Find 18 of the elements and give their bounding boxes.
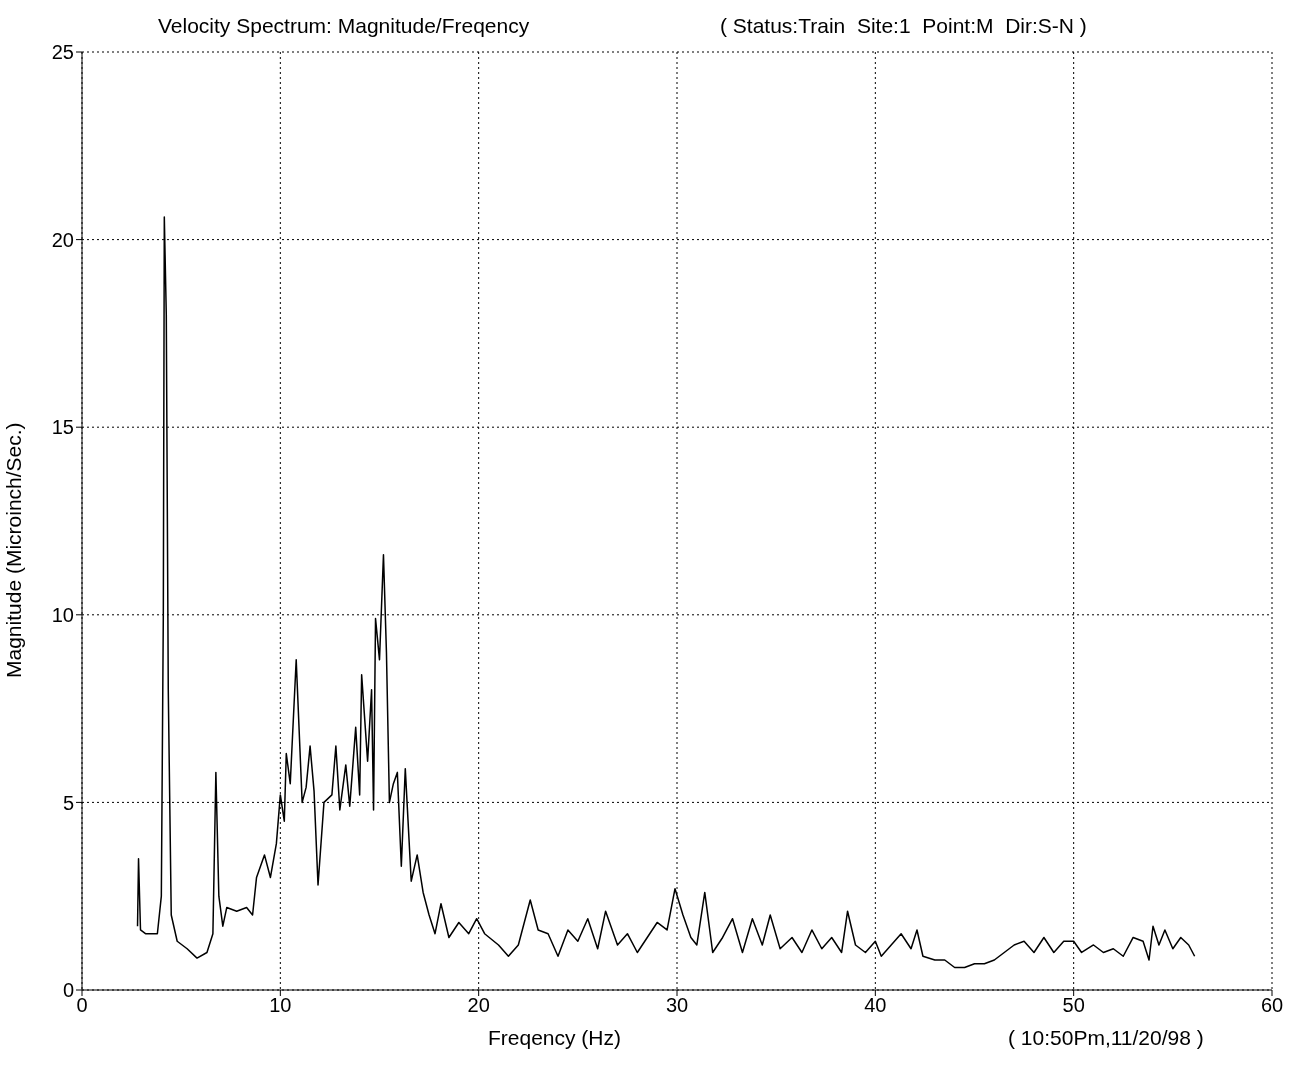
- x-tick-label: 10: [269, 994, 292, 1017]
- y-tick-label: 5: [62, 791, 74, 814]
- x-tick-label: 40: [864, 994, 887, 1017]
- y-tick-label: 25: [51, 41, 74, 64]
- text: ( 10:50Pm,11/20/98 ): [1008, 1026, 1204, 1050]
- x-tick-label: 60: [1260, 994, 1284, 1017]
- chart-subtitle: ( Status:Train Site:1 Point:M Dir:S-N ): [720, 14, 1087, 38]
- y-tick-label: 0: [62, 979, 74, 1002]
- y-tick-label: 20: [51, 228, 74, 251]
- y-axis-title: Magnitude (Microinch/Sec.): [2, 422, 26, 678]
- chart-title: Velocity Spectrum: Magnitude/Freqency: [158, 14, 530, 38]
- x-tick-label: 30: [665, 994, 689, 1017]
- x-axis-title: Freqency (Hz): [488, 1026, 622, 1050]
- x-tick-label: 50: [1062, 994, 1085, 1017]
- y-tick-label: 10: [51, 603, 74, 626]
- y-tick-label: 15: [51, 416, 74, 439]
- x-tick-label: 20: [467, 994, 490, 1017]
- x-tick-label: 0: [76, 994, 88, 1017]
